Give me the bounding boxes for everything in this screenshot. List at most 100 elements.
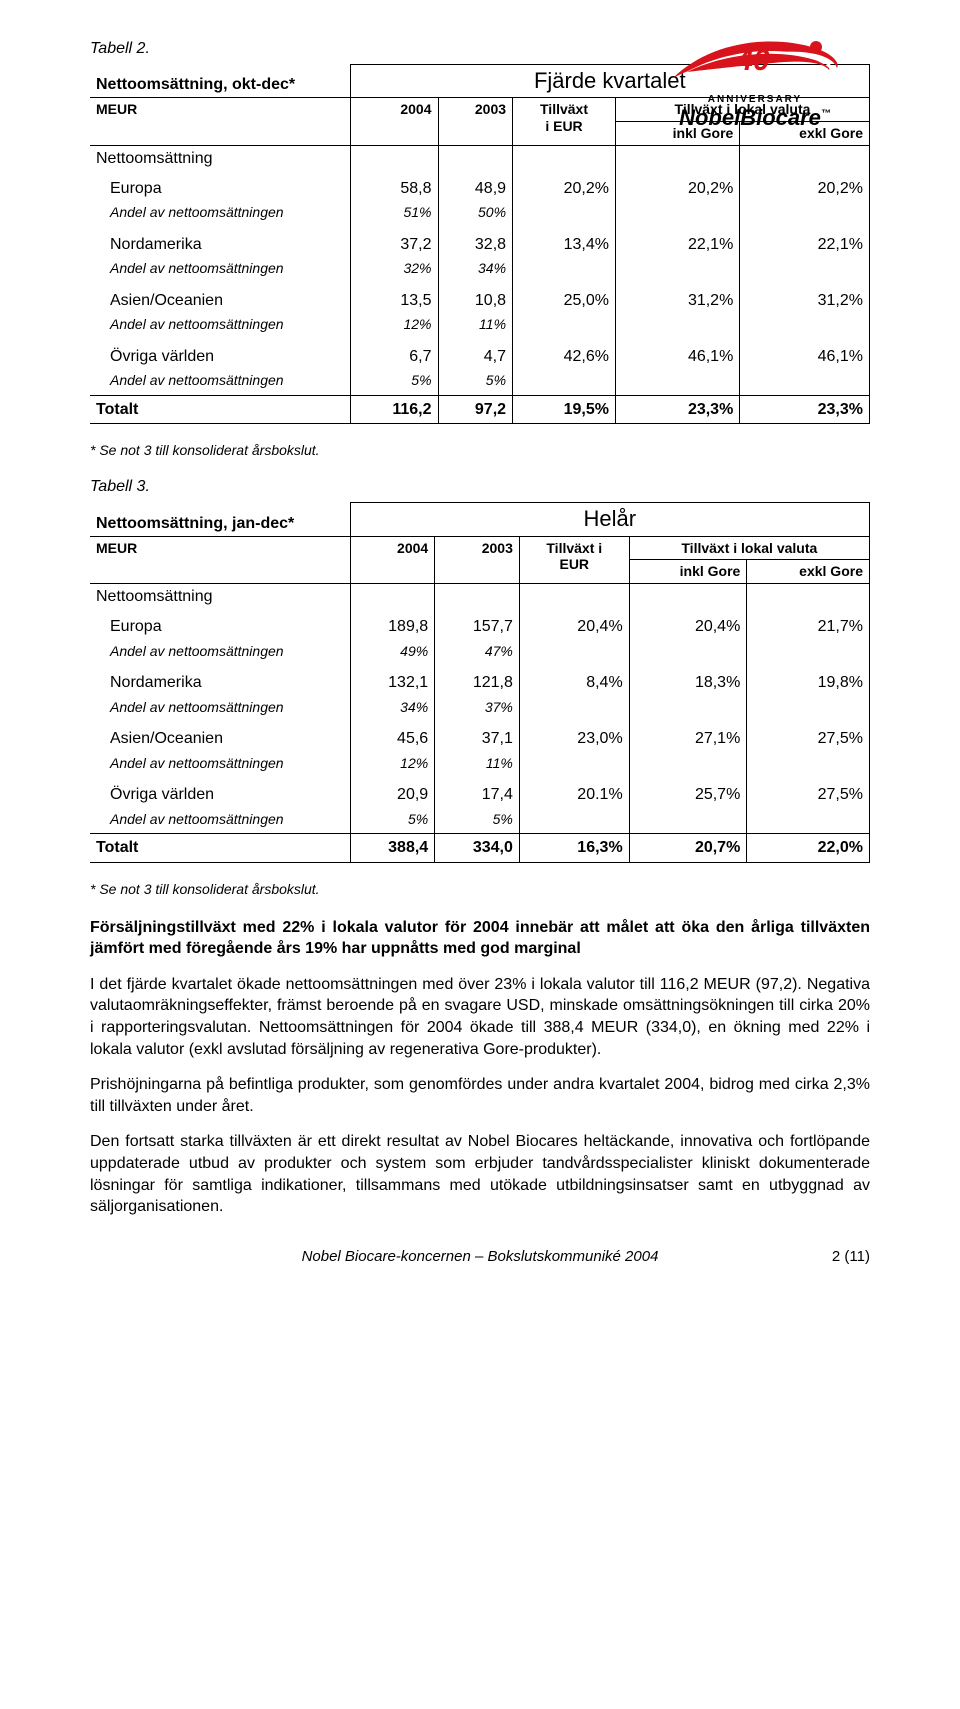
col-tillvaxt-eur: Tillväxti EUR	[513, 98, 616, 146]
table3-footnote: * Se not 3 till konsoliderat årsbokslut.	[90, 881, 870, 897]
cell: 334,0	[435, 834, 520, 862]
page-number: 2 (11)	[832, 1248, 870, 1265]
table-row: Asien/Oceanien13,510,825,0%31,2%31,2%	[90, 283, 870, 313]
cell	[629, 752, 747, 778]
cell: 23,3%	[740, 396, 870, 424]
paragraph-3: Prishöjningarna på befintliga produkter,…	[90, 1074, 870, 1117]
cell	[519, 696, 629, 722]
col-2003: 2003	[435, 536, 520, 584]
share-label: Andel av nettoomsättningen	[90, 257, 350, 283]
cell	[747, 696, 870, 722]
cell: 22,1%	[615, 227, 739, 257]
cell: 46,1%	[615, 339, 739, 369]
cell: 388,4	[350, 834, 435, 862]
cell: 5%	[435, 808, 520, 834]
cell	[629, 696, 747, 722]
col-2003: 2003	[438, 98, 513, 146]
cell: 25,0%	[513, 283, 616, 313]
table3-label: Tabell 3.	[90, 478, 870, 496]
anniversary-label: ANNIVERSARY	[640, 94, 870, 105]
table-row-share: Andel av nettoomsättningen34%37%	[90, 696, 870, 722]
cell: 8,4%	[519, 665, 629, 695]
share-label: Andel av nettoomsättningen	[90, 808, 350, 834]
cell: 45,6	[350, 721, 435, 751]
table-row-share: Andel av nettoomsättningen12%11%	[90, 752, 870, 778]
total-label: Totalt	[90, 834, 350, 862]
cell	[747, 640, 870, 666]
share-label: Andel av nettoomsättningen	[90, 640, 350, 666]
cell: 157,7	[435, 609, 520, 639]
table-row: Europa189,8157,720,4%20,4%21,7%	[90, 609, 870, 639]
cell: 10,8	[438, 283, 513, 313]
cell: 49%	[350, 640, 435, 666]
cell	[519, 808, 629, 834]
table-row: Asien/Oceanien45,637,123,0%27,1%27,5%	[90, 721, 870, 751]
table-row-share: Andel av nettoomsättningen5%5%	[90, 808, 870, 834]
cell: 22,1%	[740, 227, 870, 257]
cell	[615, 257, 739, 283]
cell: 5%	[438, 369, 513, 395]
section-label: Nettoomsättning	[90, 145, 350, 171]
cell: 58,8	[350, 171, 438, 201]
share-label: Andel av nettoomsättningen	[90, 696, 350, 722]
table-row: Nordamerika37,232,813,4%22,1%22,1%	[90, 227, 870, 257]
region-name: Nordamerika	[90, 227, 350, 257]
logo-swoosh-icon: 40	[665, 30, 845, 85]
cell: 19,8%	[747, 665, 870, 695]
cell: 47%	[435, 640, 520, 666]
cell: 31,2%	[615, 283, 739, 313]
cell: 11%	[435, 752, 520, 778]
col-meur: MEUR	[90, 536, 350, 584]
table-row-share: Andel av nettoomsättningen32%34%	[90, 257, 870, 283]
col-inkl: inkl Gore	[629, 560, 747, 584]
share-label: Andel av nettoomsättningen	[90, 313, 350, 339]
cell: 27,5%	[747, 721, 870, 751]
cell: 12%	[350, 752, 435, 778]
cell: 18,3%	[629, 665, 747, 695]
col-exkl: exkl Gore	[747, 560, 870, 584]
cell: 17,4	[435, 777, 520, 807]
cell: 20,2%	[513, 171, 616, 201]
table-row-share: Andel av nettoomsättningen51%50%	[90, 201, 870, 227]
cell: 116,2	[350, 396, 438, 424]
cell	[629, 808, 747, 834]
table-row: Övriga världen6,74,742,6%46,1%46,1%	[90, 339, 870, 369]
cell: 20,2%	[740, 171, 870, 201]
cell	[740, 257, 870, 283]
table3-title: Nettoomsättning, jan-dec*	[90, 503, 350, 536]
cell	[615, 313, 739, 339]
cell	[740, 313, 870, 339]
cell: 189,8	[350, 609, 435, 639]
cell: 25,7%	[629, 777, 747, 807]
cell	[740, 369, 870, 395]
cell	[513, 201, 616, 227]
cell	[629, 640, 747, 666]
region-name: Övriga världen	[90, 777, 350, 807]
cell: 34%	[438, 257, 513, 283]
cell	[519, 640, 629, 666]
cell: 121,8	[435, 665, 520, 695]
cell: 31,2%	[740, 283, 870, 313]
cell: 4,7	[438, 339, 513, 369]
cell: 20.1%	[519, 777, 629, 807]
cell: 132,1	[350, 665, 435, 695]
region-name: Europa	[90, 171, 350, 201]
col-2004: 2004	[350, 98, 438, 146]
col-meur: MEUR	[90, 98, 350, 146]
cell: 51%	[350, 201, 438, 227]
cell: 32,8	[438, 227, 513, 257]
table3: Nettoomsättning, jan-dec* Helår MEUR 200…	[90, 502, 870, 862]
brand-logo: 40 ANNIVERSARY NobelBiocare™	[640, 30, 870, 131]
table-row-total: Totalt388,4334,016,3%20,7%22,0%	[90, 834, 870, 862]
table2-title: Nettoomsättning, okt-dec*	[90, 65, 350, 98]
cell: 46,1%	[740, 339, 870, 369]
table-row-total: Totalt116,297,219,5%23,3%23,3%	[90, 396, 870, 424]
cell	[513, 257, 616, 283]
cell: 20,9	[350, 777, 435, 807]
region-name: Övriga världen	[90, 339, 350, 369]
table3-period: Helår	[350, 503, 870, 536]
page-footer: Nobel Biocare-koncernen – Bokslutskommun…	[90, 1248, 870, 1265]
footer-text: Nobel Biocare-koncernen – Bokslutskommun…	[302, 1248, 659, 1265]
cell: 42,6%	[513, 339, 616, 369]
cell: 27,5%	[747, 777, 870, 807]
